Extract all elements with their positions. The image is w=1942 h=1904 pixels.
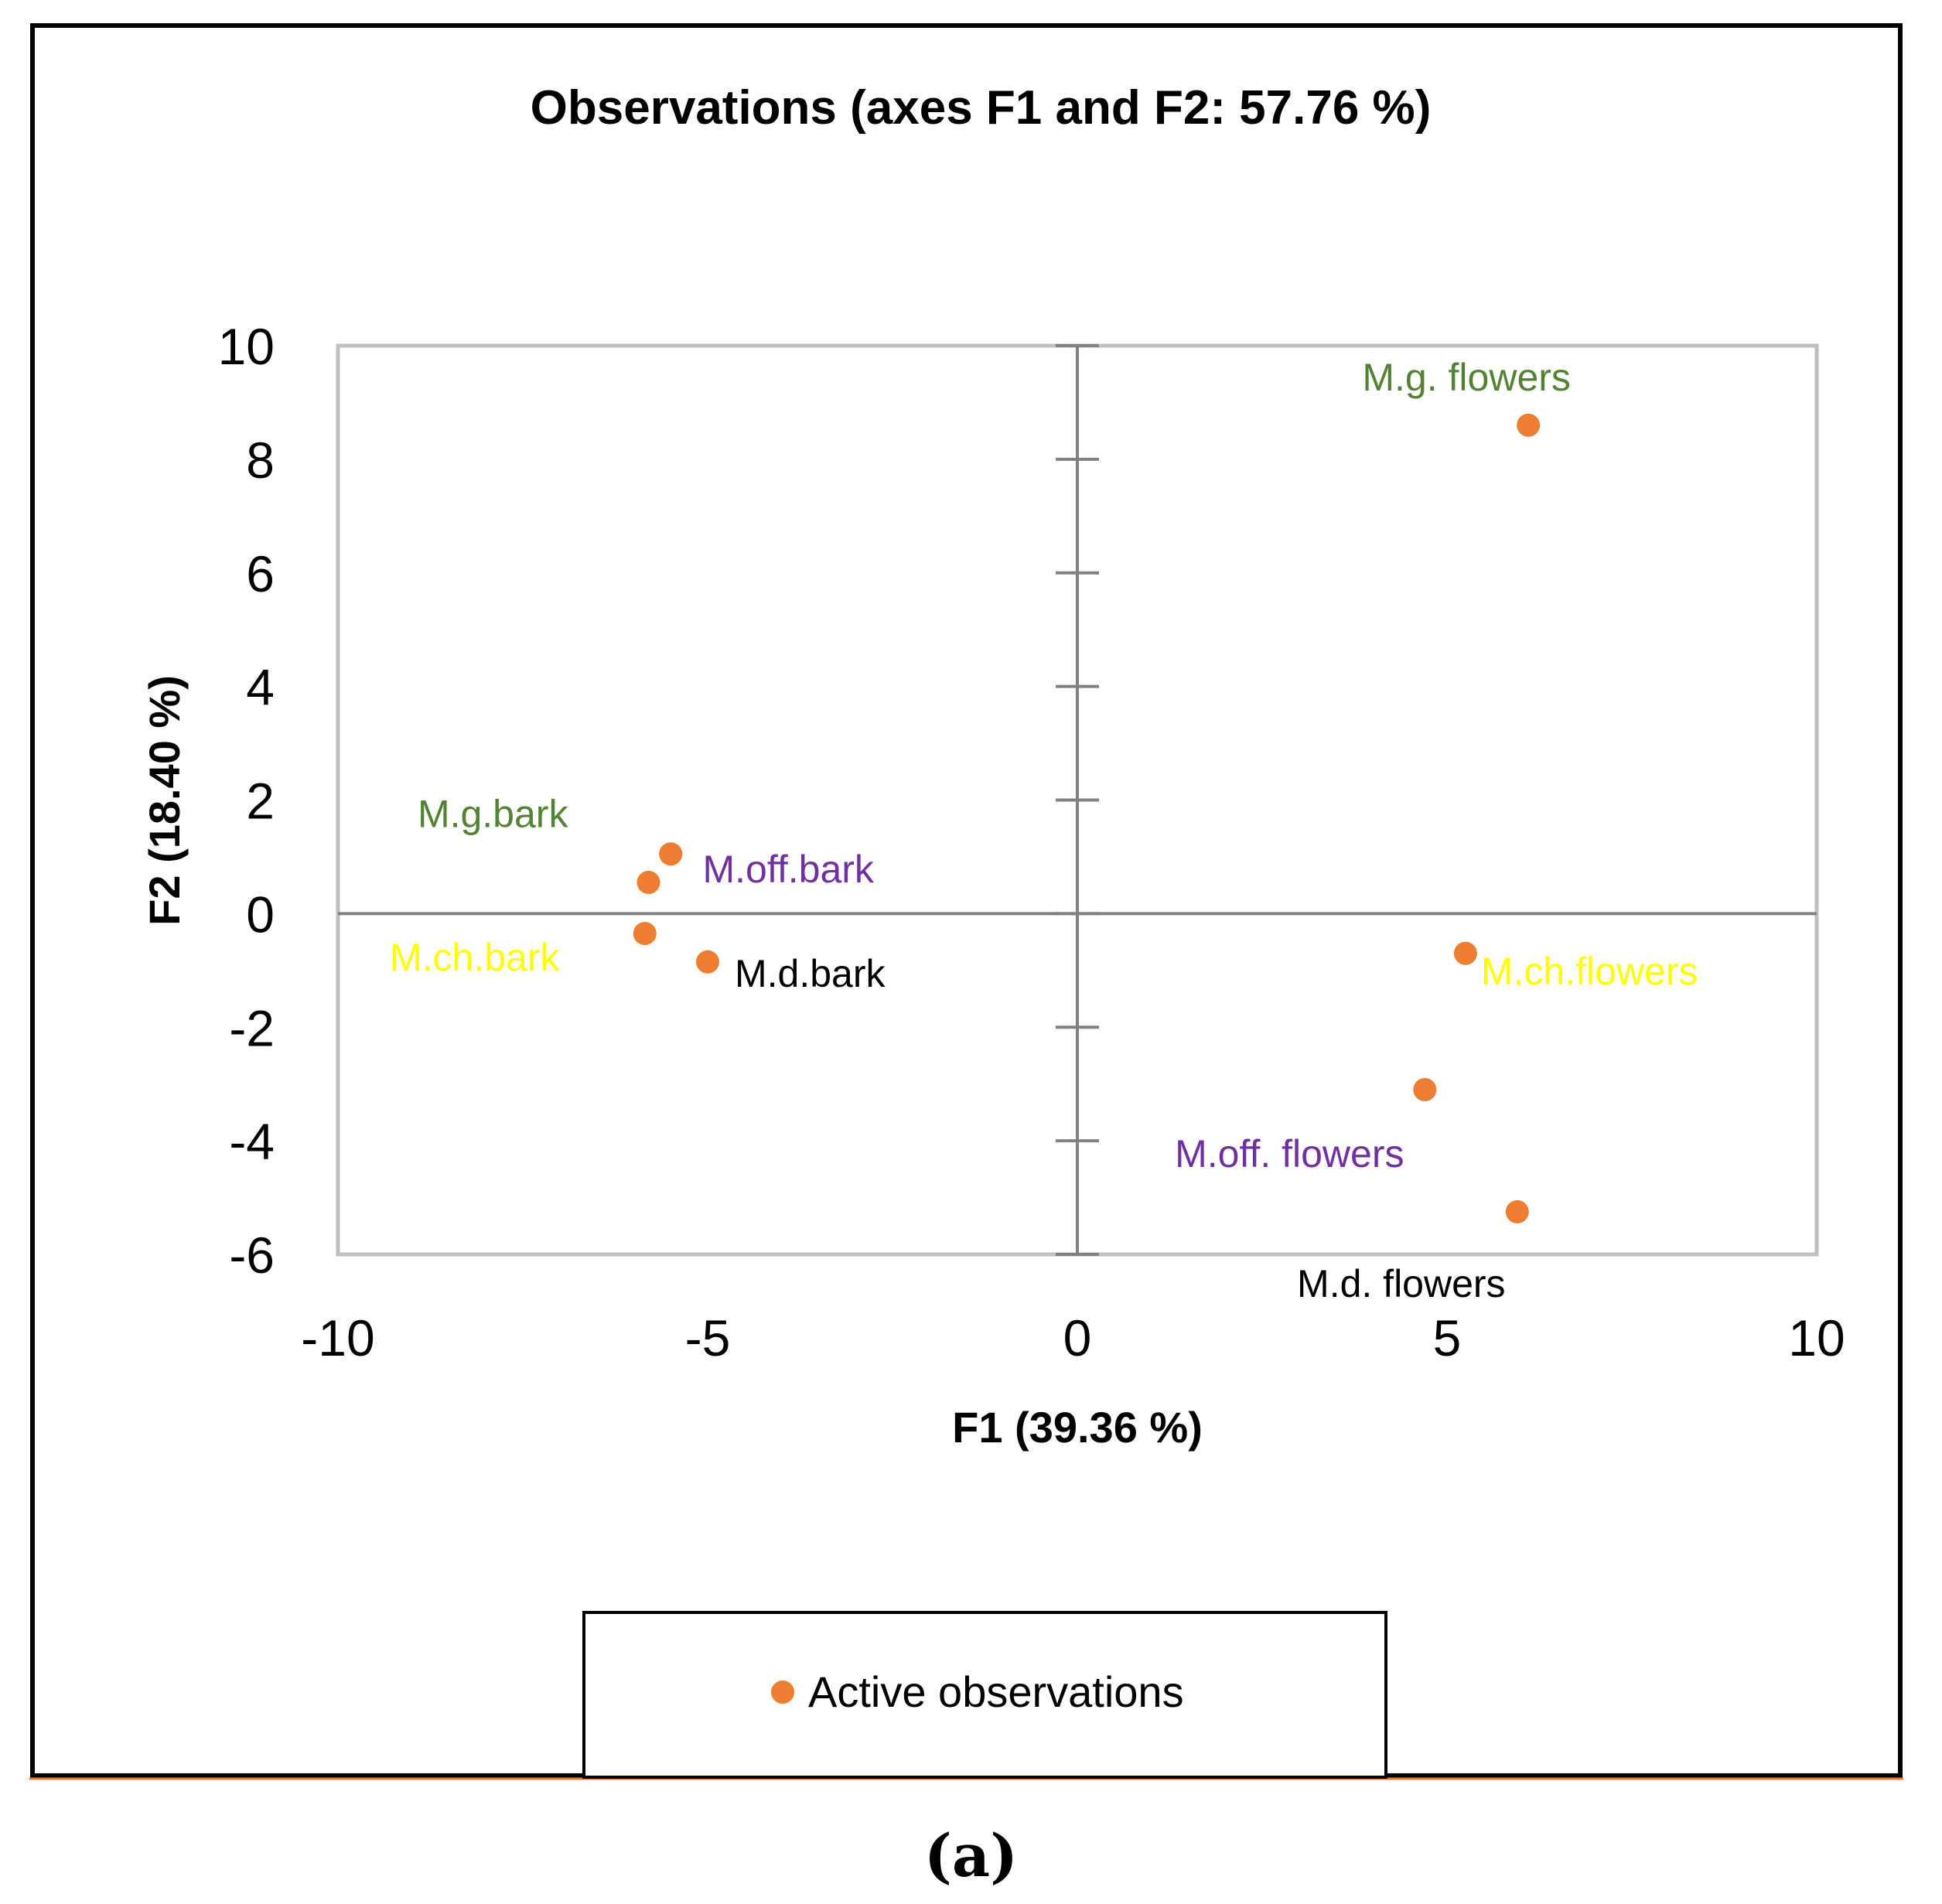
y-tick-label: -2 (229, 999, 275, 1056)
y-tick-label: 8 (246, 432, 275, 489)
legend-label: Active observations (808, 1667, 1184, 1716)
y-tick-label: 4 (246, 659, 275, 716)
point-label: M.off.bark (703, 848, 875, 891)
x-tick-label: -10 (301, 1309, 374, 1367)
point-label: M.ch.flowers (1481, 950, 1698, 993)
point-label: M.g.bark (418, 792, 569, 835)
data-point (1453, 941, 1477, 965)
data-point (633, 922, 657, 946)
data-point (659, 842, 683, 866)
legend-marker (771, 1681, 794, 1704)
y-tick-label: -4 (229, 1113, 275, 1170)
point-labels: M.g. flowers M.g.bark M.off.bark M.ch.ba… (390, 356, 1698, 1305)
point-label: M.d. flowers (1297, 1262, 1506, 1305)
x-tick-label: -5 (685, 1309, 731, 1367)
x-tick-label: 10 (1788, 1309, 1845, 1367)
scatter-points (633, 413, 1541, 1223)
data-point (1517, 413, 1541, 437)
y-tick-label: -6 (229, 1227, 275, 1284)
chart-frame (30, 23, 1903, 1778)
legend-box (582, 1611, 1387, 1779)
y-tick-label: 10 (218, 318, 275, 375)
y-tick-label: 0 (246, 885, 275, 943)
data-point (1413, 1078, 1437, 1102)
data-point (1505, 1199, 1529, 1223)
point-label: M.off. flowers (1175, 1132, 1404, 1175)
data-point (637, 870, 660, 894)
y-tick-label: 6 (246, 545, 275, 602)
figure-caption: (a) (923, 1821, 1019, 1890)
point-label: M.ch.bark (390, 936, 561, 979)
x-axis-title: F1 (39.36 %) (952, 1403, 1203, 1452)
chart-title: Observations (axes F1 and F2: 57.76 %) (531, 81, 1432, 135)
point-label: M.g. flowers (1362, 356, 1571, 399)
point-label: M.d.bark (735, 952, 886, 995)
y-tick-labels: 10 8 6 4 2 0 -2 -4 -6 (218, 318, 275, 1284)
y-axis-tick-marks (1056, 344, 1099, 1256)
x-tick-labels: -10 -5 0 5 10 (301, 1309, 1845, 1367)
x-tick-label: 0 (1063, 1309, 1092, 1367)
y-tick-label: 2 (246, 773, 275, 830)
data-point (696, 950, 719, 974)
y-axis-title: F2 (18.40 %) (140, 675, 189, 926)
x-tick-label: 5 (1433, 1309, 1462, 1367)
